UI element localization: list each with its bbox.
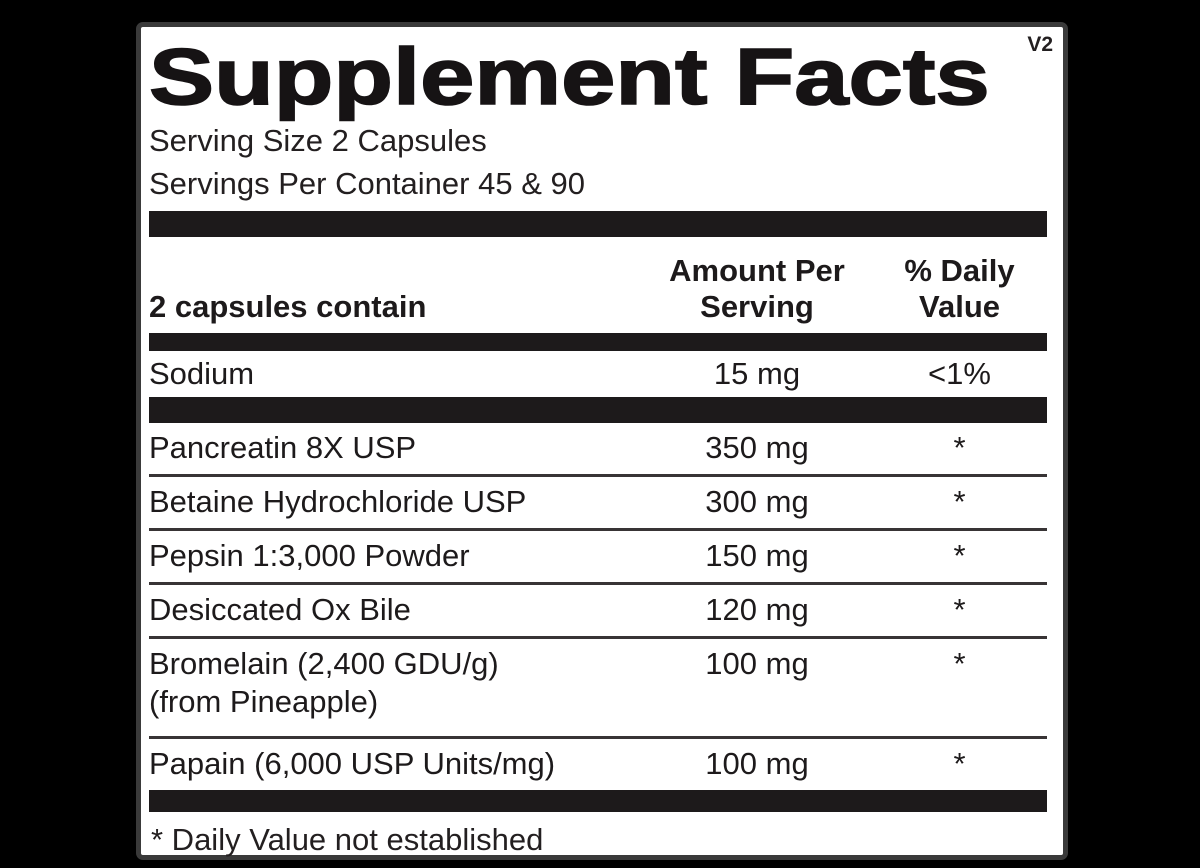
ingredient-amount: 150 mg (705, 538, 809, 573)
ingredient-row: Pepsin 1:3,000 Powder 150 mg * (149, 528, 1047, 582)
ingredient-amount: 120 mg (705, 592, 809, 627)
ingredient-daily-value: <1% (928, 356, 991, 391)
servings-per-container: Servings Per Container 45 & 90 (149, 166, 585, 201)
ingredient-name-line2: (from Pineapple) (149, 684, 379, 719)
serving-size: Serving Size 2 Capsules (149, 123, 487, 158)
ingredient-amount: 350 mg (705, 430, 809, 465)
ingredient-daily-value: * (953, 592, 966, 627)
ingredient-name: Pancreatin 8X USP (149, 430, 417, 465)
divider-bar-top (149, 211, 1047, 237)
ingredient-name: Sodium (149, 356, 255, 391)
footnote: * Daily Value not established (151, 822, 544, 857)
sodium-row: Sodium 15 mg <1% (149, 351, 1047, 397)
ingredient-name: Desiccated Ox Bile (149, 592, 411, 627)
table-header: 2 capsules contain Amount Per Serving % … (149, 237, 1047, 333)
header-col-daily-value: % Daily Value (904, 253, 1015, 324)
ingredient-name: Bromelain (2,400 GDU/g) (from Pineapple) (149, 645, 642, 721)
ingredient-daily-value: * (953, 746, 966, 781)
divider-bar-sodium (149, 397, 1047, 423)
ingredient-name: Papain (6,000 USP Units/mg) (149, 746, 556, 781)
ingredient-amount: 300 mg (705, 484, 809, 519)
panel-content: Supplement Facts V2 Serving Size 2 Capsu… (141, 33, 1063, 863)
version-tag: V2 (1027, 33, 1053, 56)
ingredient-amount: 100 mg (705, 746, 809, 781)
ingredient-name-line1: Bromelain (2,400 GDU/g) (149, 646, 499, 681)
supplement-facts-title: Supplement Facts (148, 32, 991, 121)
ingredient-amount: 100 mg (705, 646, 809, 681)
ingredient-row: Betaine Hydrochloride USP 300 mg * (149, 474, 1047, 528)
ingredient-row: Papain (6,000 USP Units/mg) 100 mg * (149, 736, 1047, 790)
ingredient-daily-value: * (953, 538, 966, 573)
divider-bar-bottom (149, 790, 1047, 812)
ingredient-row: Desiccated Ox Bile 120 mg * (149, 582, 1047, 636)
ingredient-row: Bromelain (2,400 GDU/g) (from Pineapple)… (149, 636, 1047, 736)
ingredient-name: Pepsin 1:3,000 Powder (149, 538, 470, 573)
ingredient-daily-value: * (953, 484, 966, 519)
ingredient-amount: 15 mg (713, 356, 801, 391)
title-row: Supplement Facts V2 (148, 33, 1053, 119)
ingredient-name: Betaine Hydrochloride USP (149, 484, 527, 519)
supplement-facts-panel: Supplement Facts V2 Serving Size 2 Capsu… (136, 22, 1068, 860)
ingredient-row: Pancreatin 8X USP 350 mg * (149, 423, 1047, 474)
ingredient-daily-value: * (953, 430, 966, 465)
divider-bar-header (149, 333, 1047, 351)
header-col-amount: Amount Per Serving (669, 253, 845, 324)
header-col-ingredient: 2 capsules contain (149, 289, 427, 324)
ingredient-daily-value: * (953, 646, 966, 681)
